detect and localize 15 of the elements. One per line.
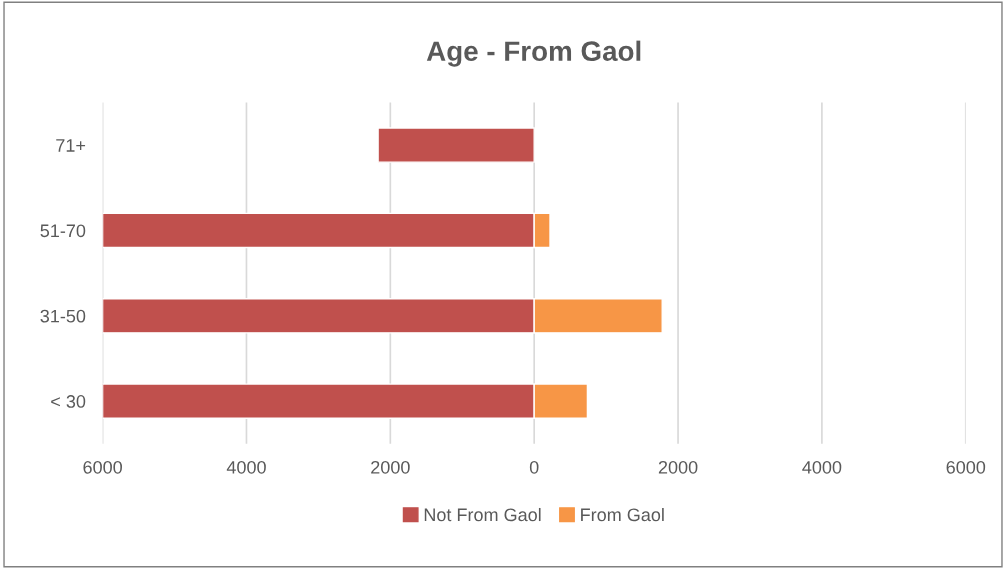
y-tick-label: 31-50 <box>40 309 86 323</box>
x-tick-label: 6000 <box>83 460 122 474</box>
x-tick-label: 2000 <box>658 460 698 474</box>
x-tick-label: 6000 <box>946 460 986 474</box>
legend-label: From Gaol <box>581 507 664 522</box>
chart-title: Age - From Gaol <box>426 40 641 67</box>
y-tick-label: 51-70 <box>40 224 86 238</box>
y-tick-label: < 30 <box>51 395 86 408</box>
x-tick-label: 2000 <box>371 460 410 474</box>
x-tick-label: 4000 <box>802 460 842 474</box>
legend-label: Not From Gaol <box>424 507 541 522</box>
bar <box>377 127 535 163</box>
y-tick-label: 71+ <box>56 139 86 152</box>
x-tick-label: 4000 <box>226 460 266 474</box>
x-tick-label: 0 <box>529 460 539 474</box>
